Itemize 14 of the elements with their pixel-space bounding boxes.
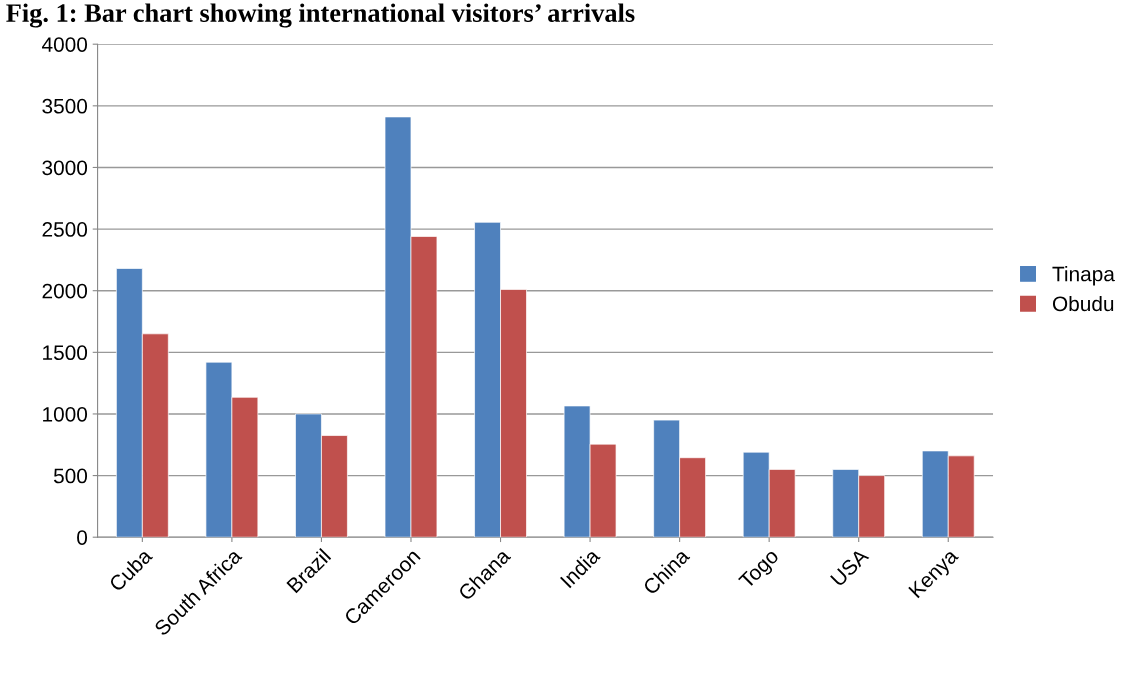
y-tick-label: 4000 — [42, 37, 88, 52]
legend-label: Tinapa — [1052, 266, 1115, 286]
y-tick-label: 2000 — [42, 283, 88, 299]
y-tick-label: 1000 — [43, 406, 88, 422]
chart-title: Fig. 1: Bar chart showing international visitors’ arrivals — [6, 3, 635, 28]
y-tick-label: 500 — [53, 468, 88, 484]
x-tick-label: USA — [829, 547, 870, 587]
y-tick-label: 0 — [77, 530, 88, 545]
y-tick-label: 3000 — [42, 160, 88, 176]
y-tick-label: 2500 — [42, 222, 88, 237]
y-tick-label: 3500 — [42, 98, 88, 114]
y-tick-label: 1500 — [43, 345, 88, 361]
legend-label: Obudu — [1052, 295, 1114, 312]
x-tick-label: Togo — [738, 548, 783, 593]
